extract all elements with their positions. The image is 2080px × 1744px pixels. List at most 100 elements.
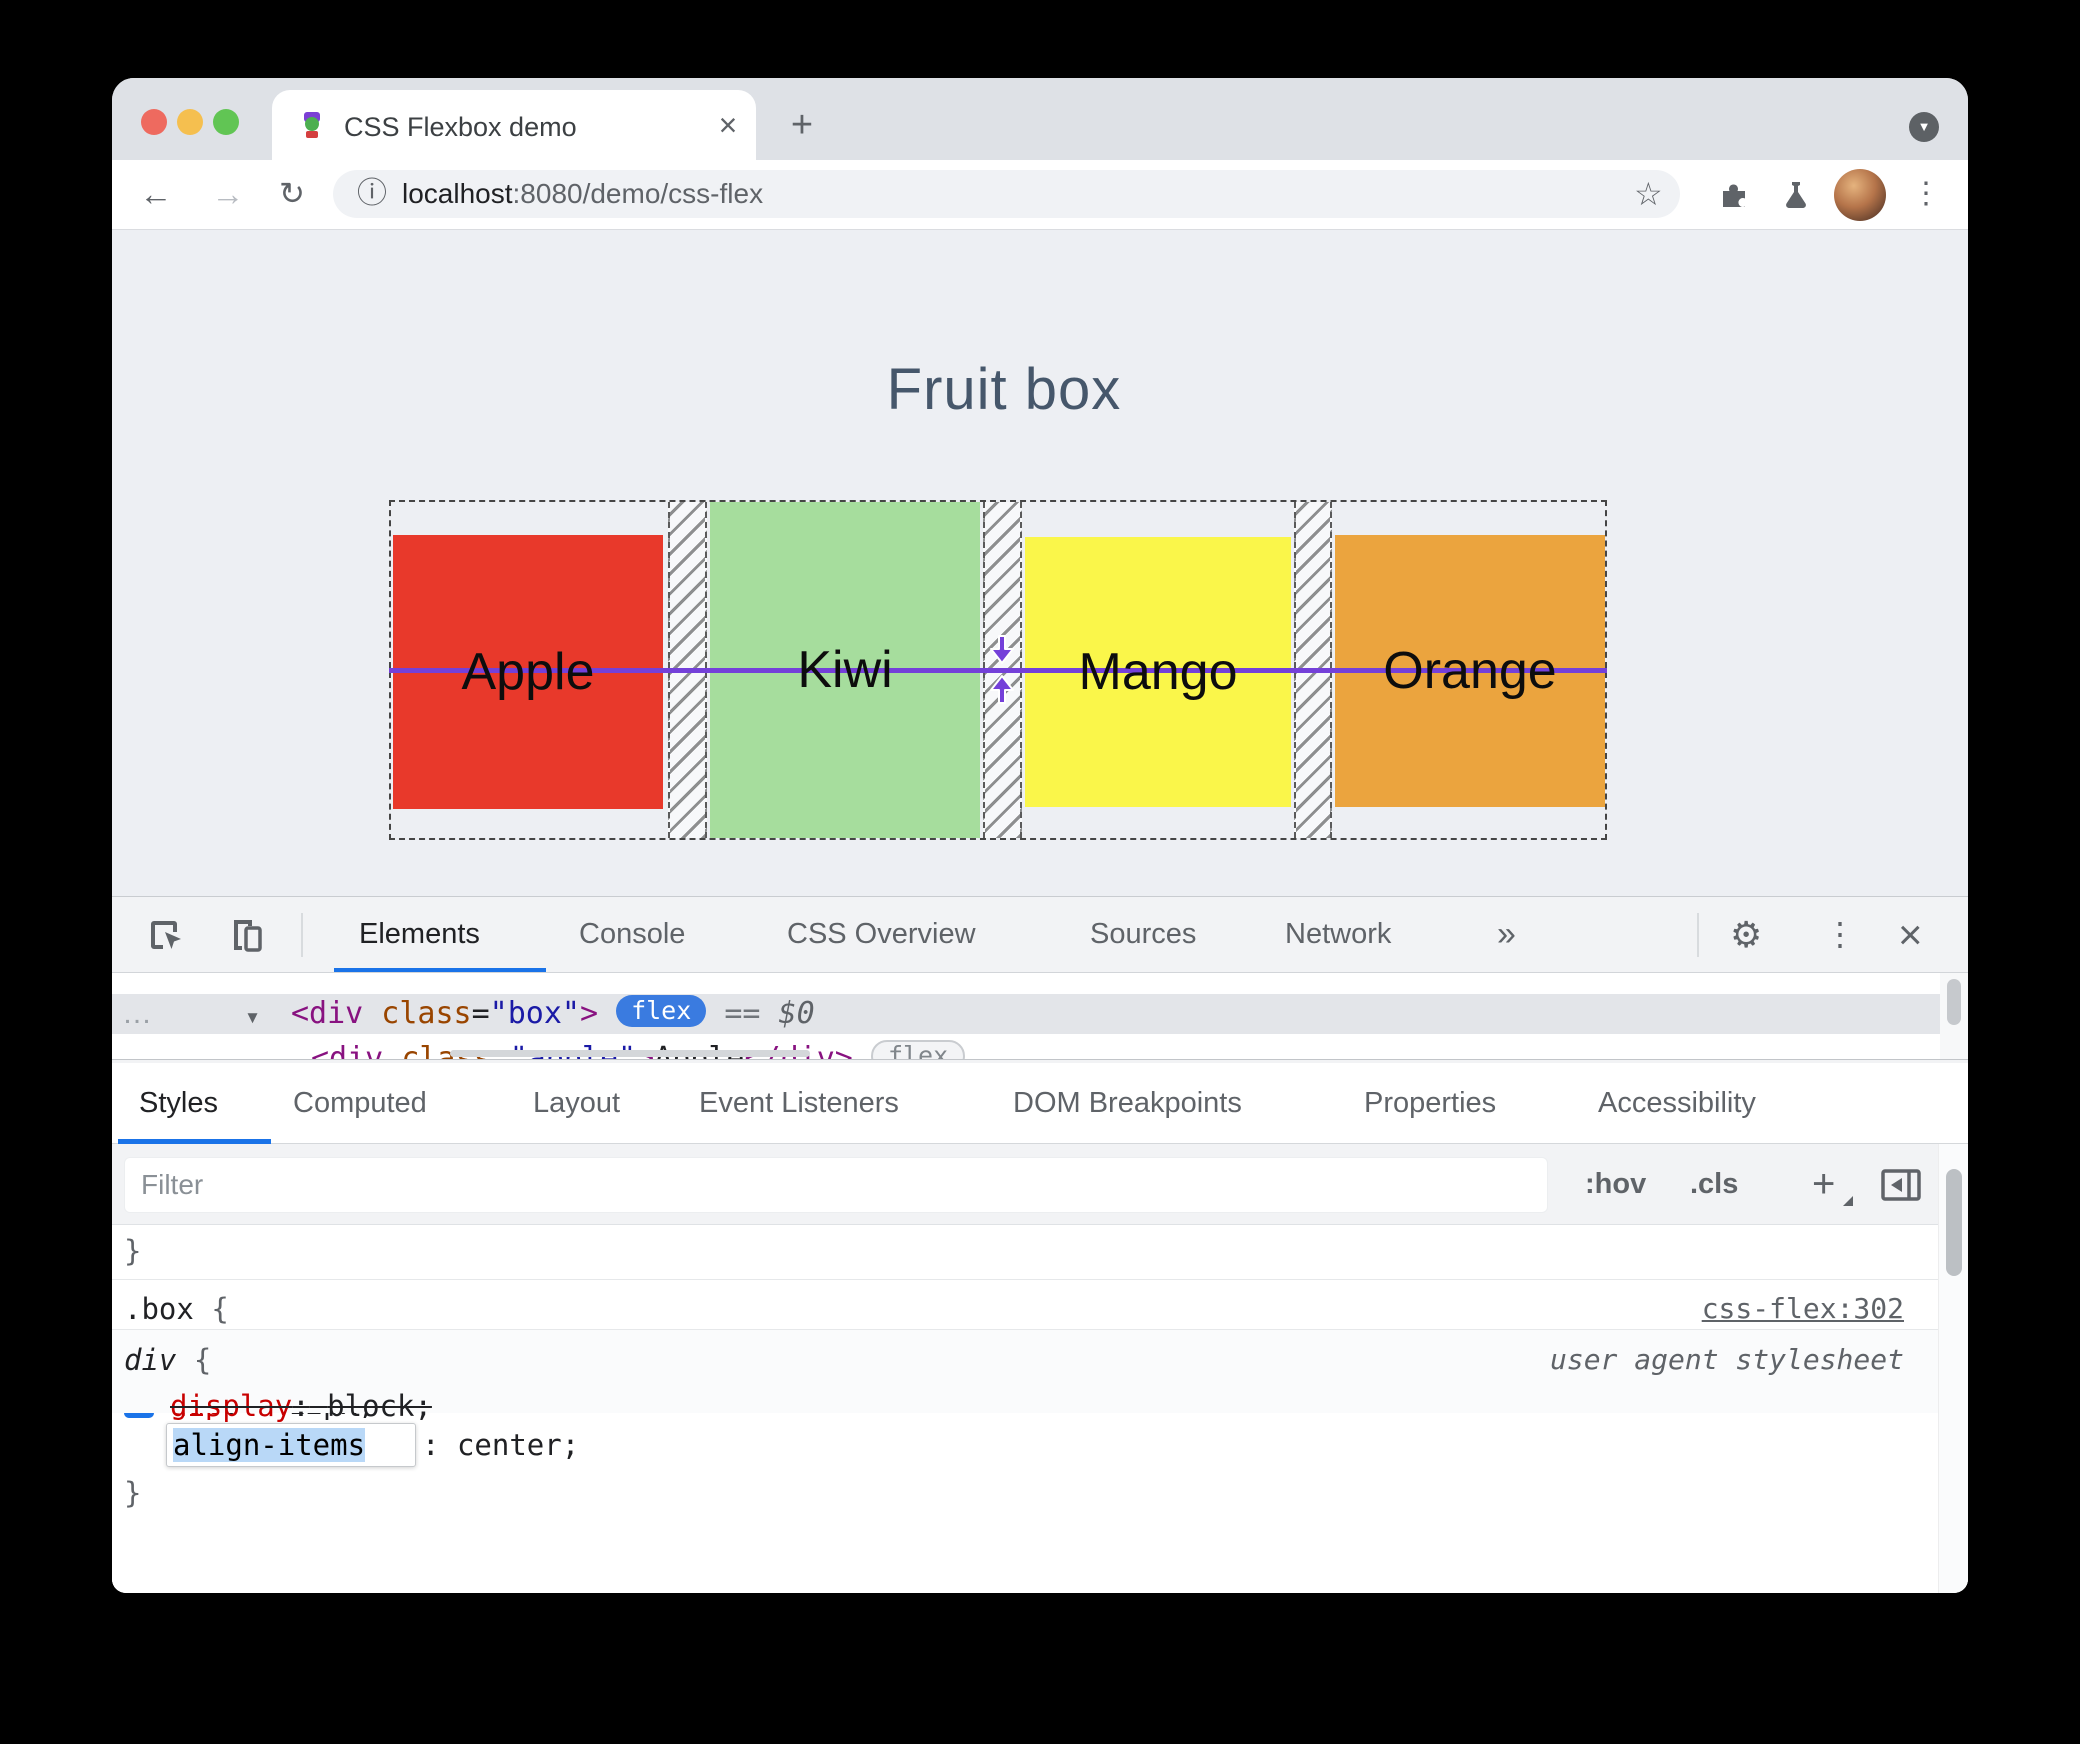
property-name-editbox[interactable]: align-items [166, 1423, 416, 1467]
property-name: display [170, 1389, 293, 1423]
fruit-label: Orange [1383, 642, 1557, 700]
minimize-window-button[interactable] [177, 109, 203, 135]
dom-eq: = [471, 996, 490, 1031]
url-path: :8080/demo/css-flex [512, 178, 764, 209]
devtools-panel: Elements Console CSS Overview Sources Ne… [112, 896, 1968, 1593]
styles-scrollbar-thumb[interactable] [1946, 1169, 1962, 1276]
dom-tag: <div [311, 1041, 384, 1059]
styles-scrollbar-track[interactable] [1938, 1144, 1968, 1593]
colon: : [422, 1428, 440, 1462]
colon: : [292, 1389, 310, 1423]
dom-child-row[interactable]: <div class="apple">Apple</div> flex [112, 1039, 1940, 1059]
disclosure-triangle-icon[interactable]: ▼ [244, 1008, 261, 1027]
styles-filter-bar: :hov .cls + [112, 1144, 1938, 1225]
toolbar-separator [301, 913, 303, 957]
property-value: block; [327, 1389, 432, 1423]
active-tab-underline [334, 968, 546, 972]
stylesheet-source-link[interactable]: css-flex:302 [1701, 1292, 1904, 1325]
extensions-puzzle-icon[interactable] [1717, 178, 1751, 212]
tab-console[interactable]: Console [579, 918, 686, 950]
rule-divider [112, 1279, 1938, 1280]
fruit-label: Apple [461, 643, 595, 701]
dom-tag: <div [290, 996, 364, 1031]
row-ellipsis[interactable]: … [122, 997, 154, 1030]
favicon-icon [304, 112, 320, 138]
experiments-flask-icon[interactable] [1779, 178, 1813, 212]
toolbar-separator [1697, 913, 1699, 957]
site-info-icon[interactable]: ⓘ [357, 177, 387, 210]
ua-property-row: display: block; [170, 1386, 432, 1426]
browser-menu-icon[interactable]: ⋮ [1911, 177, 1941, 210]
tab-network[interactable]: Network [1285, 918, 1392, 950]
sidebar-toggle-icon[interactable] [1880, 1164, 1922, 1206]
devtools-close-icon[interactable]: × [1898, 911, 1923, 958]
forward-icon[interactable]: → [211, 175, 245, 212]
page-viewport: Fruit box Apple Kiwi Mango Orange [112, 230, 1968, 896]
tab-computed[interactable]: Computed [293, 1087, 427, 1119]
tab-elements[interactable]: Elements [359, 918, 480, 950]
tab-css-overview[interactable]: CSS Overview [787, 918, 976, 950]
new-style-rule-dropdown-icon[interactable] [1843, 1196, 1853, 1206]
dom-horizontal-scrollbar-thumb[interactable] [450, 1050, 810, 1057]
more-tabs-icon[interactable]: » [1497, 915, 1516, 953]
reload-icon[interactable]: ↻ [279, 176, 305, 211]
styles-pane: } .box { css-flex:302 ✓ display: flex; ✓… [112, 1225, 1938, 1593]
rule-selector[interactable]: .box [124, 1292, 194, 1326]
rule-close-brace: } [124, 1476, 142, 1510]
tab-title: CSS Flexbox demo [344, 112, 577, 142]
tab-properties[interactable]: Properties [1364, 1087, 1497, 1119]
toggle-hover-state-button[interactable]: :hov [1585, 1168, 1647, 1200]
devtools-toolbar: Elements Console CSS Overview Sources Ne… [112, 897, 1968, 973]
ua-source-label: user agent stylesheet [1549, 1343, 1904, 1376]
open-brace: { [193, 1343, 212, 1377]
tab-event-listeners[interactable]: Event Listeners [699, 1087, 899, 1119]
ua-selector-line[interactable]: div { [124, 1340, 211, 1380]
url-host: localhost [402, 178, 513, 209]
browser-tab[interactable] [272, 90, 756, 160]
url-text[interactable]: localhost:8080/demo/css-flex [402, 170, 763, 218]
sidebar-tabs: Styles Computed Layout Event Listeners D… [112, 1063, 1968, 1144]
device-toolbar-icon[interactable] [226, 915, 266, 955]
profile-avatar[interactable] [1834, 169, 1886, 221]
tab-styles[interactable]: Styles [139, 1087, 218, 1119]
property-value[interactable]: center; [456, 1428, 580, 1462]
dom-dollar-ref: $0 [778, 996, 815, 1031]
back-icon[interactable]: ← [139, 175, 173, 212]
fruit-label: Mango [1078, 643, 1238, 701]
flex-align-line [389, 668, 1607, 673]
dom-scrollbar-thumb[interactable] [1947, 979, 1961, 1025]
flex-badge-inactive[interactable]: flex [870, 1040, 966, 1059]
property-name[interactable]: align-items [173, 1428, 366, 1462]
rule-selector-line[interactable]: .box { [124, 1289, 229, 1329]
dom-scrollbar-track[interactable] [1940, 973, 1968, 1059]
user-agent-rule-section: div { user agent stylesheet display: blo… [112, 1329, 1938, 1423]
flex-container-overlay: Apple Kiwi Mango Orange [389, 500, 1607, 840]
inspect-element-icon[interactable] [146, 915, 186, 955]
dom-tag-close: > [579, 996, 599, 1031]
new-tab-button[interactable]: + [790, 104, 814, 146]
devtools-menu-icon[interactable]: ⋮ [1824, 916, 1856, 952]
tab-search-chevron-icon[interactable]: ▼ [1909, 112, 1939, 142]
dom-attr-value: "box" [489, 996, 580, 1031]
toggle-class-button[interactable]: .cls [1690, 1168, 1739, 1200]
tab-sources[interactable]: Sources [1090, 918, 1197, 950]
devtools-settings-gear-icon[interactable]: ⚙ [1730, 914, 1763, 955]
flex-badge[interactable]: flex [616, 995, 707, 1027]
flex-align-arrows-icon [990, 635, 1014, 704]
fruit-label: Kiwi [797, 641, 893, 699]
tab-layout[interactable]: Layout [533, 1087, 621, 1119]
tab-close-icon[interactable]: × [718, 107, 738, 143]
styles-filter-input[interactable] [124, 1157, 1548, 1213]
dom-selected-row[interactable]: … ▼ <div class="box"> flex == $0 [112, 994, 1940, 1034]
zoom-window-button[interactable] [213, 109, 239, 135]
panel-splitter[interactable] [112, 1059, 1968, 1063]
tab-dom-breakpoints[interactable]: DOM Breakpoints [1013, 1087, 1242, 1119]
bookmark-star-icon[interactable]: ☆ [1634, 176, 1663, 212]
closing-brace: } [124, 1234, 142, 1268]
new-style-rule-button[interactable]: + [1812, 1162, 1836, 1206]
close-window-button[interactable] [141, 109, 167, 135]
address-bar[interactable] [333, 170, 1680, 218]
active-sidebar-tab-underline [118, 1139, 271, 1144]
tab-accessibility[interactable]: Accessibility [1598, 1087, 1756, 1119]
dom-tree: … ▼ <div class="box"> flex == $0 <div cl… [112, 973, 1968, 1059]
